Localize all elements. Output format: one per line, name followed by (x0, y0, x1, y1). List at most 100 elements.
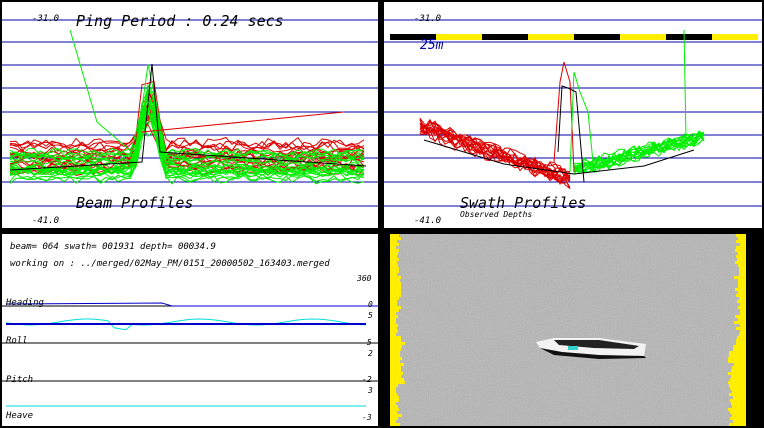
heading-trace (5, 302, 378, 307)
beam-profiles-plot (2, 19, 378, 207)
port-edge-band (390, 411, 397, 414)
beam-profile-line (9, 89, 365, 148)
swath-profile-line (573, 130, 705, 169)
port-edge-band (390, 315, 398, 318)
port-edge-band (390, 279, 400, 282)
port-edge-band (390, 393, 397, 396)
starboard-edge-band (736, 246, 746, 249)
roll-min: -5 (362, 338, 372, 347)
starboard-edge-band (738, 264, 746, 267)
starboard-edge-band (733, 345, 746, 348)
port-edge-band (390, 318, 396, 321)
swath-target-line (557, 85, 585, 183)
starboard-edge-band (736, 339, 746, 342)
starboard-edge-band (732, 405, 746, 408)
port-edge-band (390, 300, 397, 303)
port-edge-band (390, 375, 401, 378)
starboard-edge-band (738, 318, 746, 321)
attitude-plot (2, 302, 378, 407)
starboard-edge-band (739, 273, 746, 276)
beam-profile-line (9, 94, 365, 163)
starboard-edge-band (735, 249, 746, 252)
port-edge-band (390, 402, 396, 405)
port-edge-band (390, 408, 399, 411)
port-edge-band (390, 276, 401, 279)
starboard-edge-band (728, 372, 746, 375)
port-edge-band (390, 414, 402, 417)
scale-bar-segment (528, 34, 574, 40)
port-edge-band (390, 234, 399, 237)
swath-profile-line (419, 124, 571, 185)
swath-mean-line (423, 139, 695, 175)
starboard-edge-band (738, 282, 746, 285)
swath-target-line (553, 61, 575, 173)
scale-bar-segment (666, 34, 712, 40)
starboard-edge-band (730, 417, 746, 420)
port-edge-band (390, 363, 404, 366)
port-edge-band (390, 372, 403, 375)
pitch-min: -2 (362, 375, 372, 384)
starboard-edge-band (728, 408, 746, 411)
port-edge-band (390, 297, 399, 300)
swath-target-line (569, 71, 595, 173)
starboard-edge-band (740, 324, 746, 327)
swath-scale-bar (390, 34, 758, 40)
starboard-edge-band (729, 423, 746, 426)
beam-profile-line (9, 123, 365, 185)
starboard-edge-band (729, 351, 746, 354)
port-edge-band (390, 333, 396, 336)
scale-bar-segment (482, 34, 528, 40)
starboard-edge-band (733, 420, 746, 423)
swath-depth-bottom: -41.0 (414, 216, 442, 226)
port-edge-band (390, 264, 398, 267)
roll-trace (5, 318, 367, 331)
port-edge-band (390, 360, 400, 363)
swath-gridlines (384, 19, 762, 207)
beam-profiles-footer: Beam Profiles (76, 194, 194, 212)
beam-profile-line (9, 87, 365, 160)
beam-profile-line (9, 108, 365, 171)
pitch-max: 2 (368, 349, 373, 358)
beam-profile-line (9, 64, 365, 157)
starboard-edge-band (731, 369, 746, 372)
port-edge-band (390, 237, 401, 240)
starboard-edge-band (730, 378, 746, 381)
swath-depth-top: -31.0 (414, 14, 442, 24)
starboard-edge-band (730, 411, 746, 414)
port-edge-band (390, 240, 397, 243)
attitude-lines (2, 302, 378, 407)
port-edge-band (390, 249, 399, 252)
starboard-edge-band (736, 255, 746, 258)
port-edge-band (390, 270, 399, 273)
starboard-edge-band (739, 333, 746, 336)
starboard-edge-band (737, 336, 746, 339)
port-edge-band (390, 312, 396, 315)
starboard-edge-band (729, 393, 746, 396)
port-edge-band (390, 369, 401, 372)
scale-bar-segment (712, 34, 758, 40)
beam-depth-top: -31.0 (32, 14, 60, 24)
starboard-edge-band (736, 240, 746, 243)
starboard-edge-band (732, 414, 746, 417)
heave-max: 3 (368, 386, 373, 395)
starboard-edge-band (736, 327, 746, 330)
beam-profile-line (9, 109, 365, 177)
beam-depth-bottom: -41.0 (32, 216, 60, 226)
starboard-edge-band (735, 261, 746, 264)
starboard-edge-band (732, 390, 746, 393)
port-edge-band (390, 291, 401, 294)
port-edge-band (390, 342, 405, 345)
starboard-edge-band (736, 234, 746, 237)
port-edge-band (390, 330, 398, 333)
swath-profiles-footer: Swath Profiles (460, 194, 587, 212)
starboard-edge-band (728, 357, 746, 360)
swath-scale-label: 25m (420, 38, 444, 53)
starboard-edge-band (728, 360, 746, 363)
port-edge-band (390, 285, 401, 288)
starboard-edge-band (733, 396, 746, 399)
starboard-edge-band (730, 387, 746, 390)
port-edge-band (390, 309, 399, 312)
starboard-edge-band (730, 399, 746, 402)
swath-profile-line (573, 131, 705, 174)
heading-label: Heading (6, 298, 44, 308)
